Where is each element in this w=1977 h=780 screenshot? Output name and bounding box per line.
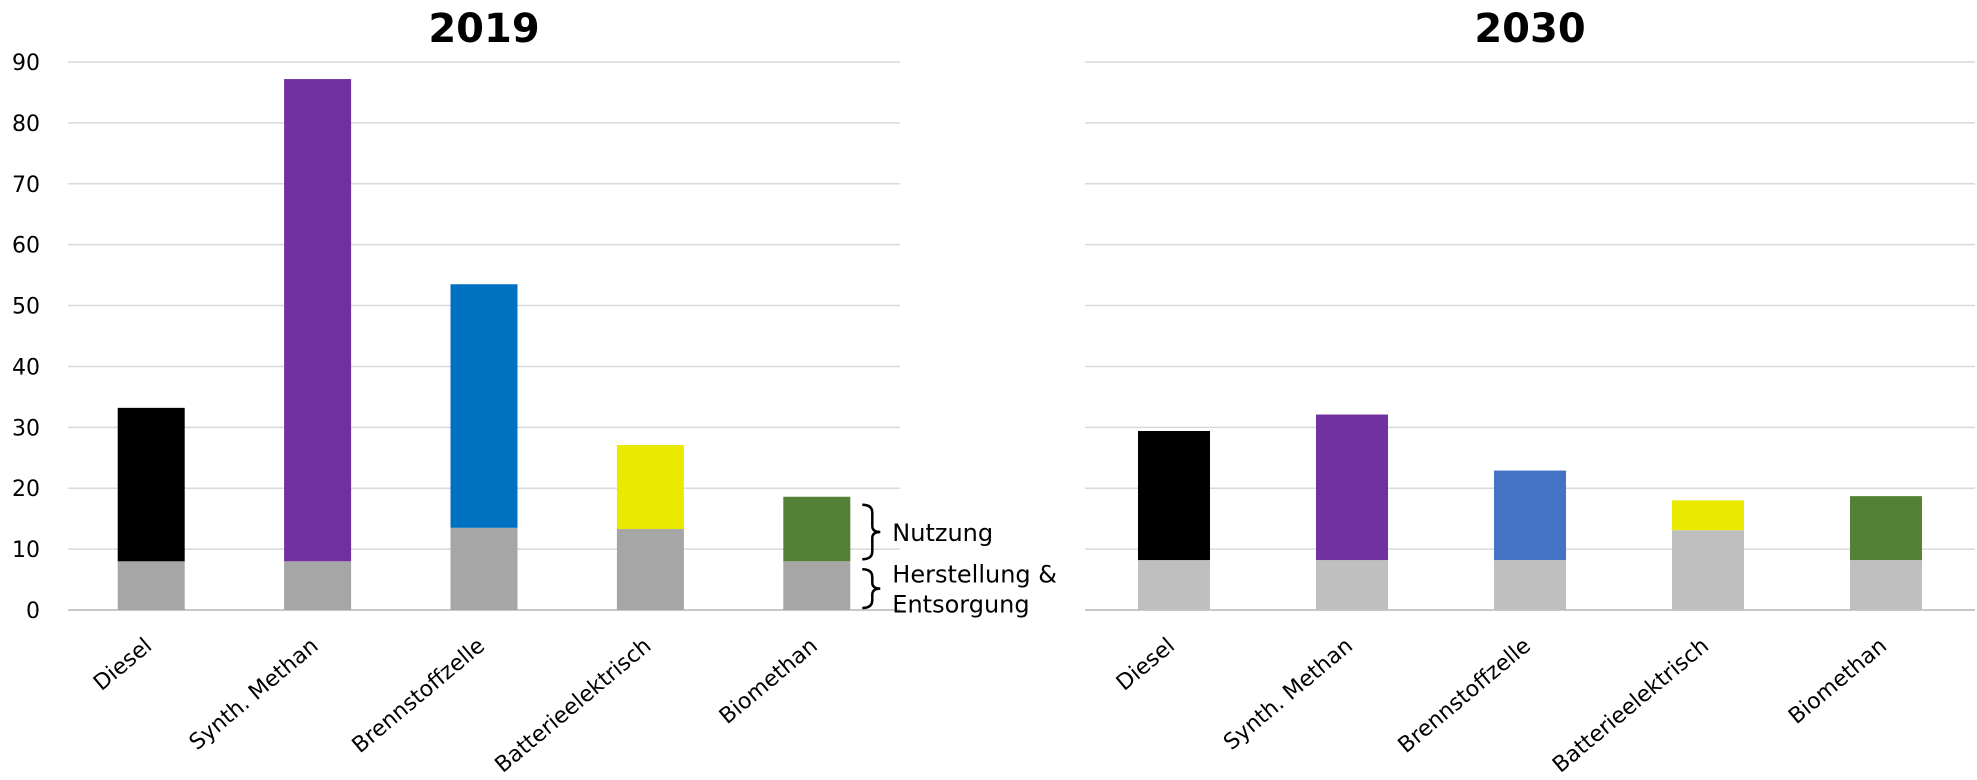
bar-brennstoffzelle-herstellung-entsorgung (1494, 560, 1566, 610)
x-tick-label-batterieelektrisch: Batterieelektrisch (1548, 633, 1714, 778)
bar-batterieelektrisch-herstellung-entsorgung (616, 529, 684, 610)
chart-title: 2030 (1474, 6, 1585, 52)
x-tick-label-diesel: Diesel (1112, 633, 1180, 696)
annotation-line-entsorgung: Entsorgung (892, 591, 1029, 619)
annotation-line-herstellung: Herstellung & (892, 561, 1057, 589)
y-tick-label-90: 90 (12, 51, 40, 76)
bar-brennstoffzelle-nutzung (1494, 470, 1566, 561)
brace-herstellung-entsorgung (862, 568, 881, 610)
bar-diesel-herstellung-entsorgung (1138, 560, 1210, 610)
x-tick-label-biomethan: Biomethan (715, 633, 823, 729)
bar-brennstoffzelle-nutzung (450, 284, 518, 528)
y-tick-label-70: 70 (12, 173, 40, 198)
bar-biomethan-herstellung-entsorgung (1850, 560, 1922, 610)
bar-biomethan-nutzung (1850, 496, 1922, 561)
bar-biomethan-herstellung-entsorgung (783, 561, 851, 610)
y-tick-label-60: 60 (12, 234, 40, 259)
y-tick-label-20: 20 (12, 477, 40, 502)
chart-panel-2030: 2030 Diesel Synth. Methan Brennstoffzelle Ba… (1085, 6, 1975, 778)
x-tick-label-brennstoffzelle: Brennstoffzelle (348, 633, 490, 758)
x-tick-label-brennstoffzelle: Brennstoffzelle (1394, 633, 1536, 758)
bar-synth-methan-nutzung (284, 79, 352, 562)
y-tick-label-50: 50 (12, 295, 40, 320)
chart-title: 2019 (428, 6, 539, 52)
bar-biomethan-nutzung (783, 496, 851, 562)
bar-batterieelektrisch-herstellung-entsorgung (1672, 530, 1744, 610)
y-tick-label-10: 10 (12, 538, 40, 563)
x-tick-label-batterieelektrisch: Batterieelektrisch (491, 633, 657, 778)
brace-nutzung (862, 503, 881, 561)
y-tick-label-0: 0 (26, 599, 40, 624)
bar-batterieelektrisch-nutzung (1672, 500, 1744, 531)
bar-diesel-herstellung-entsorgung (117, 561, 185, 610)
x-tick-label-biomethan: Biomethan (1784, 633, 1892, 729)
bar-batterieelektrisch-nutzung (616, 444, 684, 530)
bar-synth-methan-herstellung-entsorgung (1316, 560, 1388, 610)
annotation-group: Nutzung Herstellung &Entsorgung (862, 503, 1057, 619)
bar-brennstoffzelle-herstellung-entsorgung (450, 527, 518, 610)
annotation-nutzung: Nutzung (892, 519, 993, 547)
bar-diesel-nutzung (117, 407, 185, 562)
y-tick-label-40: 40 (12, 355, 40, 380)
bar-synth-methan-nutzung (1316, 414, 1388, 561)
x-tick-label-diesel: Diesel (89, 633, 157, 696)
y-tick-label-30: 30 (12, 416, 40, 441)
bar-diesel-nutzung (1138, 430, 1210, 561)
y-tick-label-80: 80 (12, 112, 40, 137)
chart-panel-2019: 2019 0 10 20 30 40 50 60 70 80 90 Diesel Synth. Meth… (12, 6, 900, 778)
bar-synth-methan-herstellung-entsorgung (284, 561, 352, 610)
x-tick-label-synth-methan: Synth. Methan (185, 633, 324, 755)
x-tick-label-synth-methan: Synth. Methan (1219, 633, 1358, 755)
